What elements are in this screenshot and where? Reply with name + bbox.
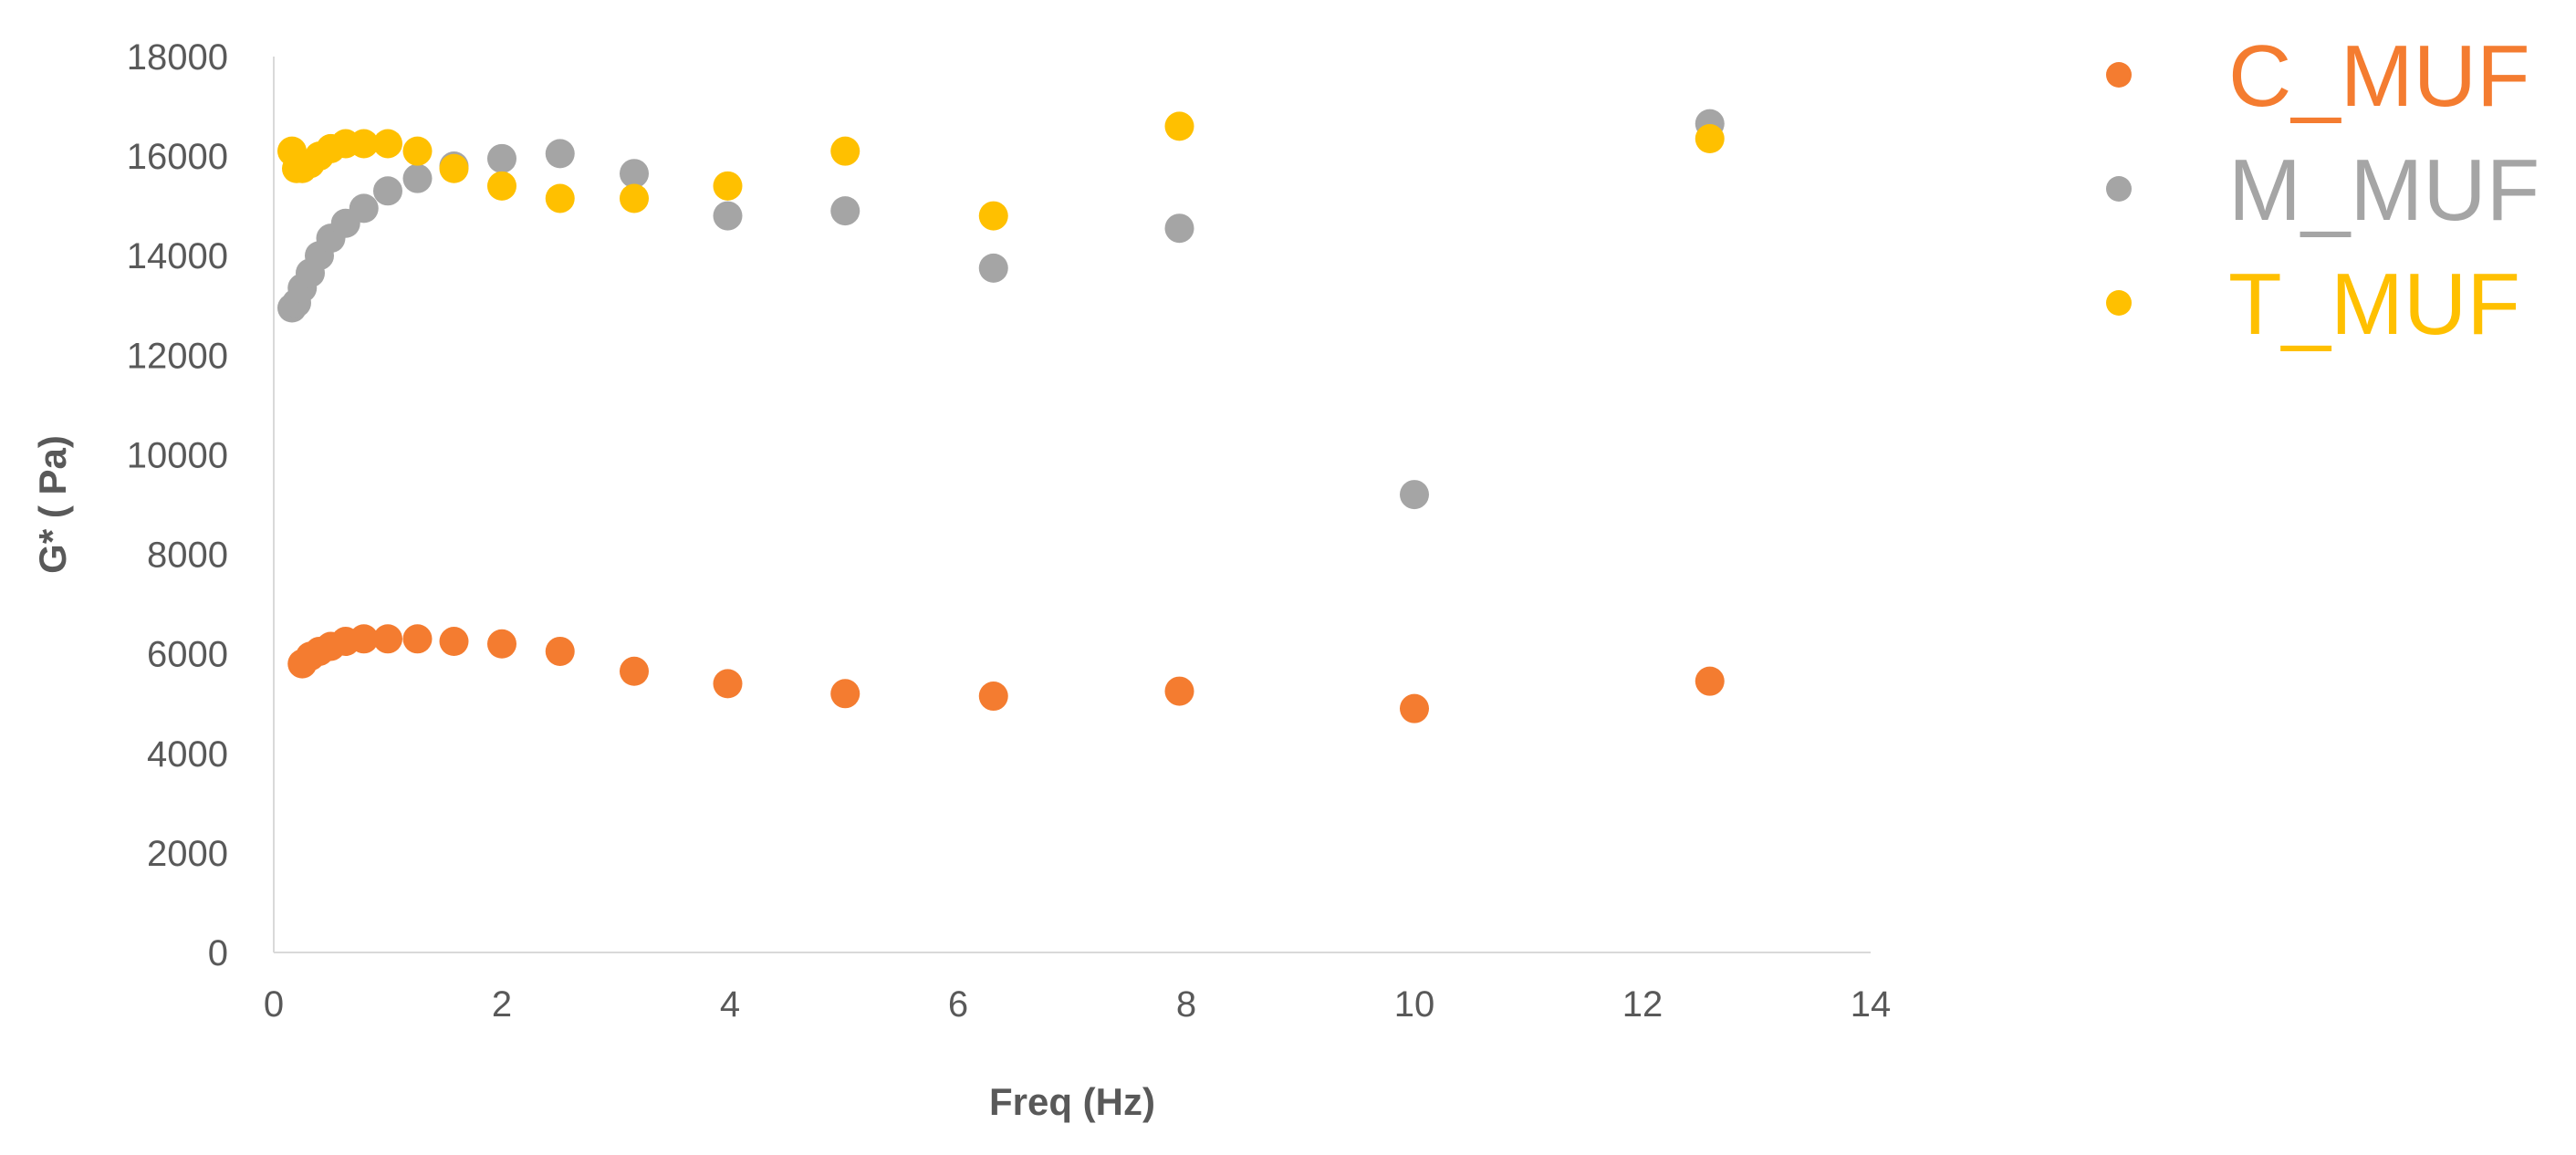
y-tick-label: 16000: [127, 137, 228, 177]
data-point: [373, 129, 402, 159]
data-point: [373, 624, 402, 654]
data-point: [713, 171, 743, 201]
data-point: [713, 669, 743, 699]
data-point: [1164, 676, 1194, 706]
data-point: [830, 136, 860, 166]
data-point: [978, 682, 1008, 712]
data-point: [545, 139, 575, 169]
axes: 0 2 4 6 8 10 12 14 0 2000 4000 6000 8000 10000 12000 1…: [31, 37, 1891, 1123]
y-axis-title: G* ( Pa): [31, 435, 74, 574]
x-tick-label: 0: [264, 984, 284, 1025]
data-point: [830, 196, 860, 226]
data-point: [402, 136, 433, 166]
data-point: [402, 624, 433, 654]
y-tick-label: 2000: [147, 834, 228, 874]
legend: C_MUF M_MUF T_MUF: [2106, 27, 2539, 353]
legend-label: C_MUF: [2228, 27, 2530, 125]
series-t-muf: [277, 111, 1725, 231]
data-point: [439, 153, 469, 183]
data-point: [1400, 480, 1429, 510]
data-point: [1164, 111, 1194, 141]
series-c-muf: [287, 624, 1725, 723]
data-point: [1695, 124, 1725, 154]
x-tick-label: 10: [1394, 984, 1435, 1025]
data-point: [1400, 693, 1429, 723]
x-tick-label: 6: [948, 984, 968, 1025]
y-tick-label: 12000: [127, 336, 228, 376]
data-point: [620, 183, 649, 213]
data-point: [830, 679, 860, 709]
x-axis-ticks: 0 2 4 6 8 10 12 14: [264, 984, 1891, 1025]
x-tick-label: 2: [492, 984, 512, 1025]
data-point: [1164, 213, 1194, 244]
y-axis-ticks: 0 2000 4000 6000 8000 10000 12000 14000 16000 180…: [127, 37, 228, 973]
y-tick-label: 0: [208, 933, 228, 973]
data-point: [349, 193, 379, 224]
data-point: [373, 176, 402, 206]
data-point: [349, 624, 379, 654]
data-point: [487, 143, 516, 173]
data-point: [487, 629, 516, 659]
legend-marker: [2106, 176, 2132, 202]
y-tick-label: 14000: [127, 236, 228, 276]
legend-marker: [2106, 62, 2132, 88]
legend-marker: [2106, 290, 2132, 316]
x-axis-title: Freq (Hz): [989, 1080, 1155, 1123]
series-m-muf: [277, 109, 1725, 510]
y-tick-label: 8000: [147, 536, 228, 576]
data-point: [1695, 666, 1725, 696]
data-point: [545, 636, 575, 666]
data-point: [620, 656, 649, 686]
x-tick-label: 4: [720, 984, 740, 1025]
data-point: [402, 163, 433, 193]
data-point: [349, 129, 379, 159]
y-tick-label: 18000: [127, 37, 228, 78]
y-tick-label: 6000: [147, 635, 228, 675]
x-tick-label: 12: [1622, 984, 1663, 1025]
data-point: [713, 201, 743, 231]
data-point: [439, 627, 469, 657]
data-point: [978, 253, 1008, 283]
legend-label: M_MUF: [2228, 141, 2539, 239]
data-point: [978, 201, 1008, 231]
x-tick-label: 14: [1851, 984, 1892, 1025]
data-point: [545, 183, 575, 213]
x-tick-label: 8: [1176, 984, 1196, 1025]
legend-label: T_MUF: [2228, 255, 2520, 353]
y-tick-label: 4000: [147, 734, 228, 775]
data-point: [487, 171, 516, 201]
data-points: [277, 109, 1725, 723]
y-tick-label: 10000: [127, 435, 228, 475]
data-point: [620, 159, 649, 189]
